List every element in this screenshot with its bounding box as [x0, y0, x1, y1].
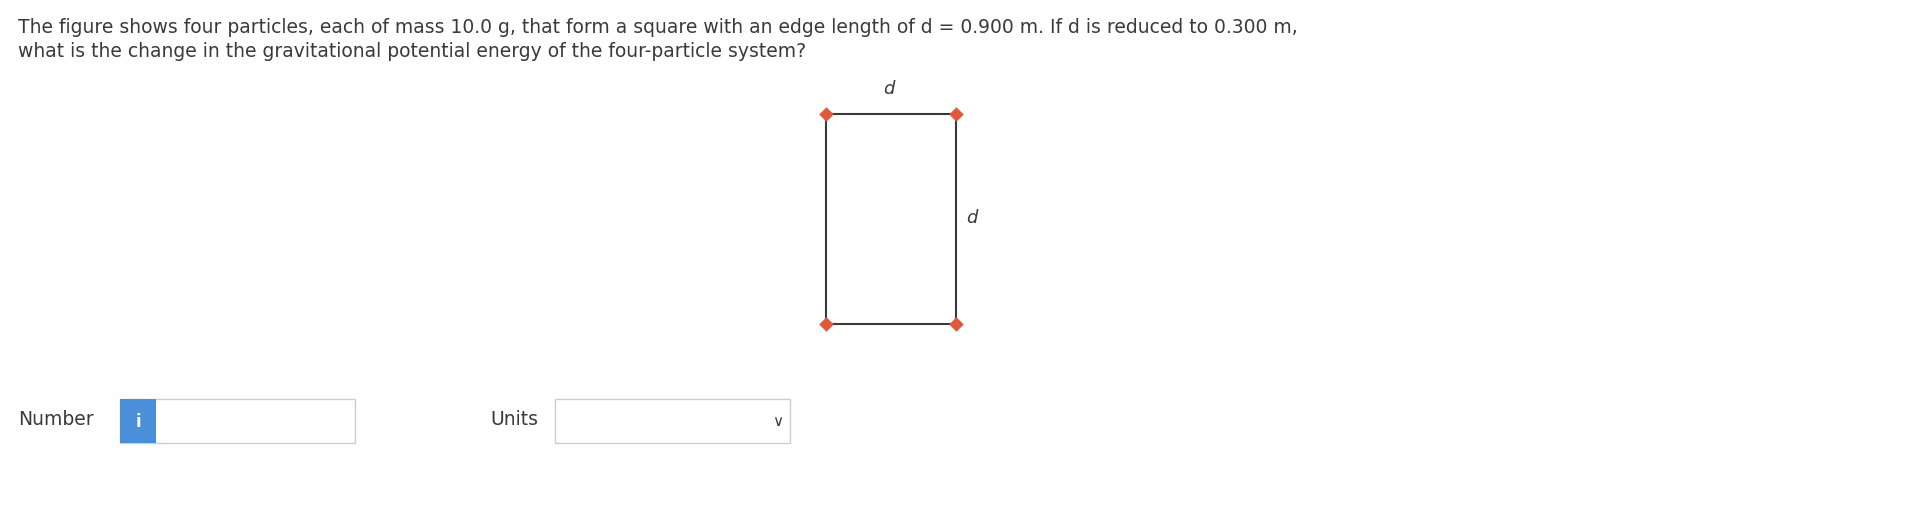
Bar — [827, 115, 955, 324]
Text: what is the change in the gravitational potential energy of the four-particle sy: what is the change in the gravitational … — [17, 42, 806, 61]
Bar — [555, 399, 790, 443]
Text: ∨: ∨ — [773, 414, 783, 429]
Text: i: i — [136, 412, 142, 430]
Point — [812, 320, 842, 328]
Bar — [121, 399, 157, 443]
Bar — [121, 399, 354, 443]
Text: The figure shows four particles, each of mass 10.0 g, that form a square with an: The figure shows four particles, each of… — [17, 18, 1298, 37]
Text: $d$: $d$ — [882, 80, 898, 98]
Text: Number: Number — [17, 410, 94, 429]
Point — [812, 111, 842, 119]
Text: Units: Units — [490, 410, 538, 429]
Text: $d$: $d$ — [967, 209, 980, 227]
Point — [940, 111, 970, 119]
Point — [940, 320, 970, 328]
